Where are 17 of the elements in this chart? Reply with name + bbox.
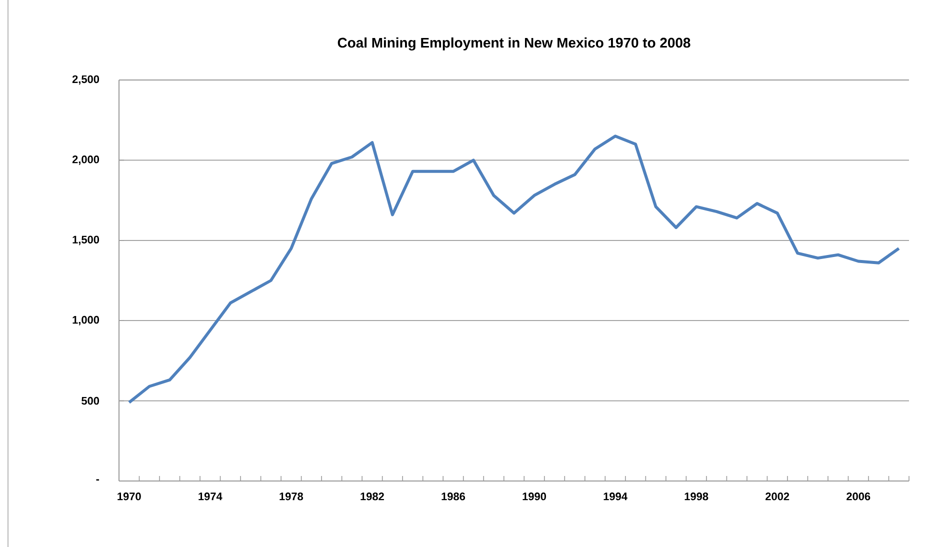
x-tick-label: 2006: [846, 492, 870, 500]
x-tick-label: 1990: [522, 492, 546, 500]
x-tick-label: 1982: [360, 492, 384, 500]
x-tick-label: 1970: [118, 492, 141, 500]
x-tick-label: 1978: [280, 492, 304, 500]
x-tick-label: 2002: [766, 492, 790, 500]
x-tick-label: 1986: [442, 492, 466, 500]
y-tick-label: 2,000: [72, 156, 100, 165]
chart-title: Coal Mining Employment in New Mexico 1970 to 2008: [338, 37, 690, 50]
x-tick-label: 1974: [198, 492, 222, 500]
y-tick-label: -: [96, 479, 100, 481]
x-tick-label: 1994: [604, 492, 628, 500]
x-tick-label: 1998: [684, 492, 708, 500]
y-tick-label: 1,000: [72, 316, 100, 326]
y-tick-label: 2,500: [72, 75, 100, 85]
y-tick-label: 500: [82, 396, 100, 405]
y-tick-label: 1,500: [72, 236, 100, 246]
